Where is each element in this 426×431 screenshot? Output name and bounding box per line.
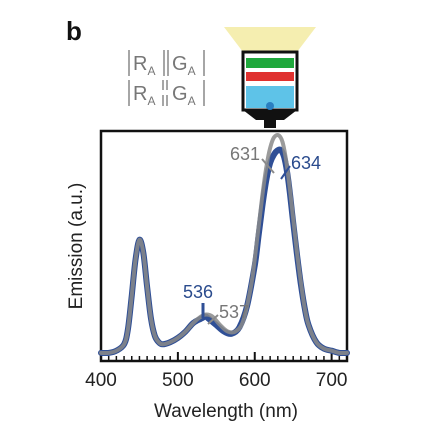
red-layer	[246, 72, 294, 81]
cyan-layer	[246, 86, 294, 108]
annotation-631: 631	[230, 144, 260, 164]
svg-text:GA: GA	[172, 83, 196, 108]
legend-subscript: A	[147, 64, 155, 78]
svg-text:RA: RA	[133, 83, 155, 108]
light-cone	[224, 27, 316, 52]
legend-row-1: RA GA	[128, 50, 205, 78]
device-base	[243, 110, 297, 120]
legend-subscript: A	[147, 94, 155, 108]
x-axis-title: Wavelength (nm)	[154, 401, 298, 422]
green-layer	[246, 58, 294, 68]
leader-631	[261, 158, 275, 174]
annotation-leaders	[201, 158, 291, 325]
annotation-537: 537	[219, 302, 249, 322]
led-chip	[266, 102, 274, 110]
leader-537	[207, 314, 219, 325]
legend-subscript: A	[188, 94, 196, 108]
x-tick-label: 600	[239, 370, 271, 391]
legend-letter: R	[133, 53, 147, 75]
legend-letter: G	[172, 83, 188, 105]
series-layer	[98, 133, 350, 357]
legend-row-2: RA GA	[128, 80, 205, 108]
annotation-634: 634	[291, 153, 321, 173]
panel-label: b	[66, 16, 82, 46]
legend: RA GA RA GA	[128, 50, 205, 108]
y-axis-title: Emission (a.u.)	[66, 183, 87, 310]
svg-text:RA: RA	[133, 53, 155, 78]
legend-letter: R	[133, 83, 147, 105]
device-illustration	[224, 27, 316, 128]
x-tick-label: 500	[162, 370, 194, 391]
legend-letter: G	[172, 53, 188, 75]
device-stem	[264, 118, 276, 128]
svg-text:GA: GA	[172, 53, 196, 78]
x-tick-labels: 400 500 600 700	[85, 370, 347, 391]
leader-634	[280, 165, 291, 180]
x-tick-label: 400	[85, 370, 117, 391]
x-axis-ticks	[100, 352, 348, 361]
series-line-grey	[99, 133, 349, 356]
x-tick-label: 700	[316, 370, 348, 391]
annotation-536: 536	[183, 282, 213, 302]
legend-subscript: A	[188, 64, 196, 78]
